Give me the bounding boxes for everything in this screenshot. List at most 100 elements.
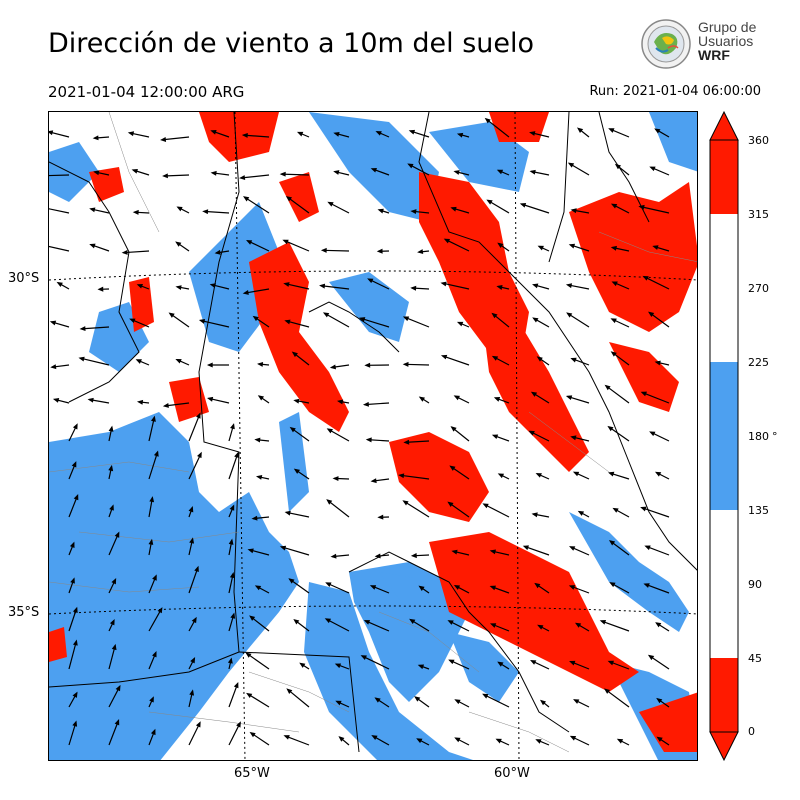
- wind-arrow-head: [196, 412, 201, 419]
- wind-arrow-head: [247, 548, 254, 554]
- wind-arrow-head: [417, 249, 424, 255]
- department-lines: [49, 112, 697, 753]
- wind-arrow-shaft: [600, 620, 630, 632]
- wind-arrow-head: [162, 173, 168, 179]
- wind-arrow-head: [230, 612, 236, 619]
- wind-arrow-head: [242, 289, 249, 295]
- wind-arrow-head: [450, 206, 457, 212]
- colorbar-unit: °: [772, 430, 778, 443]
- wind-arrow-head: [414, 696, 421, 702]
- wind-arrow-shaft: [521, 203, 550, 214]
- wind-arrow-head: [152, 651, 157, 658]
- wind-arrow-head: [149, 696, 154, 703]
- wind-arrow-shaft: [148, 451, 159, 480]
- wind-arrow-head: [207, 396, 214, 402]
- wind-arrow-head: [572, 471, 580, 477]
- lon-label-65w: 65°W: [234, 766, 270, 781]
- wind-arrow-head: [153, 450, 159, 457]
- wind-arrow-head: [647, 654, 655, 661]
- wind-arrow-shaft: [444, 238, 470, 252]
- wind-arrow-head: [97, 286, 104, 292]
- wind-arrow-head: [89, 207, 96, 213]
- wind-arrow-head: [69, 541, 75, 549]
- wind-arrow-head: [327, 201, 334, 207]
- wind-arrow-head: [447, 620, 454, 625]
- wind-arrow-head: [152, 574, 157, 581]
- wind-arrow-head: [532, 283, 539, 289]
- wind-arrow-shaft: [188, 452, 202, 480]
- wind-arrow-head: [108, 425, 114, 432]
- wind-arrow-head: [532, 317, 539, 323]
- wind-arrow-head: [497, 661, 504, 667]
- wind-arrow-head: [530, 391, 538, 397]
- wind-arrow-head: [491, 434, 499, 440]
- wind-arrow-head: [443, 238, 451, 244]
- wind-arrow-head: [49, 320, 57, 326]
- wind-arrow-head: [614, 163, 622, 170]
- wind-arrow-head: [245, 652, 252, 658]
- wind-arrow-head: [644, 545, 651, 551]
- wind-arrow-head: [489, 585, 496, 591]
- wind-arrow-shaft: [567, 312, 590, 328]
- wind-arrow-head: [234, 451, 239, 459]
- wind-arrow-head: [56, 281, 63, 287]
- wind-arrow-head: [577, 510, 585, 516]
- wind-arrow-head: [456, 321, 464, 327]
- wind-arrow-shaft: [228, 453, 239, 480]
- wind-arrow-head: [338, 736, 345, 742]
- wind-arrow-head: [358, 317, 366, 322]
- wind-arrow-head: [336, 399, 344, 405]
- map-canvas: [49, 112, 697, 760]
- wind-arrow-head: [440, 281, 447, 287]
- wind-arrow-head: [89, 243, 96, 249]
- wind-arrow-head: [115, 684, 121, 692]
- wind-arrow-head: [188, 506, 194, 513]
- wind-arrow-head: [402, 361, 409, 367]
- wind-arrow-shaft: [643, 276, 670, 290]
- wind-arrow-head: [535, 739, 542, 744]
- wind-arrow-head: [72, 691, 78, 698]
- wind-arrow-head: [495, 738, 502, 744]
- wind-arrow-head: [70, 577, 75, 584]
- wind-arrow-shaft: [399, 474, 430, 480]
- wind-arrow-head: [496, 285, 503, 290]
- wind-arrow-head: [491, 355, 499, 361]
- wind-arrow-head: [531, 512, 538, 518]
- wind-arrow-shaft: [286, 196, 310, 214]
- wind-arrow-shaft: [123, 250, 150, 254]
- wind-arrow-head: [254, 437, 261, 443]
- wind-arrow-head: [640, 506, 647, 512]
- colorbar-tick: 315: [748, 208, 769, 221]
- colorbar-bin-0-45: [710, 658, 738, 732]
- wind-arrow-shaft: [188, 413, 201, 442]
- wind-arrow-head: [611, 281, 618, 287]
- wind-arrow-head: [197, 451, 202, 459]
- wind-arrow-head: [367, 278, 374, 284]
- wind-arrow-head: [536, 356, 543, 362]
- wind-arrow-head: [369, 585, 377, 590]
- wind-arrow-head: [565, 283, 573, 289]
- wind-arrow-head: [236, 721, 241, 728]
- wind-arrow-head: [209, 283, 217, 289]
- wind-arrow-head: [570, 357, 577, 363]
- wind-arrow-head: [576, 127, 584, 133]
- wind-arrow-head: [288, 578, 295, 584]
- wind-arrow-head: [535, 473, 542, 478]
- wind-arrow-shaft: [322, 249, 350, 252]
- wind-arrow-head: [489, 549, 496, 555]
- wind-arrow-head: [449, 465, 456, 471]
- wind-arrow-shaft: [49, 245, 70, 252]
- logo-line-1: Grupo de: [698, 19, 757, 35]
- wind-arrow-head: [493, 397, 501, 402]
- wind-arrow-head: [410, 553, 417, 559]
- wind-arrow-head: [286, 688, 293, 694]
- wind-arrow-head: [79, 326, 86, 332]
- borders: [49, 112, 697, 753]
- colorbar-tick: 90: [748, 578, 762, 591]
- wind-arrow-head: [416, 738, 423, 744]
- wind-arrow-head: [575, 622, 582, 628]
- wind-arrow-head: [332, 476, 339, 482]
- logo-line-2: Usuarios: [698, 33, 754, 49]
- lat-label-35s: 35°S: [8, 605, 40, 620]
- wind-arrow-head: [364, 362, 371, 368]
